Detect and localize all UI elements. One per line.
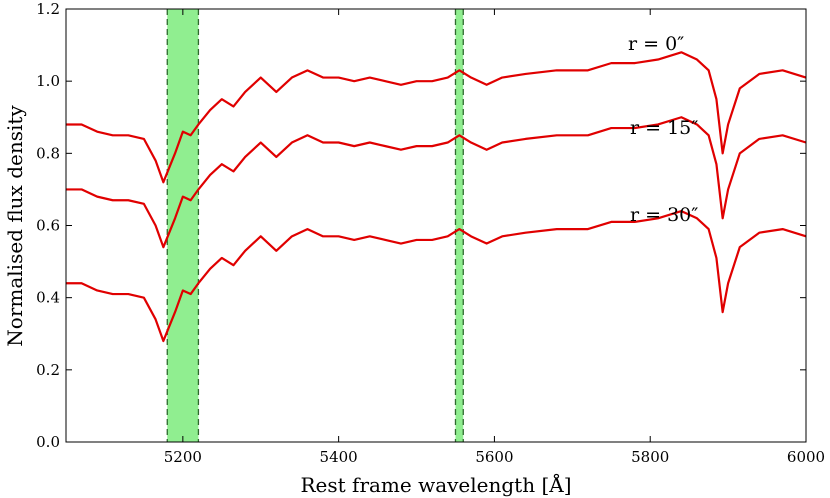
y-tick-label: 0.4 (36, 289, 60, 307)
model-line-0 (66, 51, 807, 184)
shaded-band-1 (455, 9, 464, 442)
y-axis-ticks: 0.0 0.2 0.4 0.6 0.8 1.0 1.2 (36, 0, 806, 451)
annotation-r15: r = 15″ (630, 117, 698, 139)
y-tick-label: 0.8 (36, 144, 60, 162)
y-tick-label: 0.6 (36, 217, 60, 235)
x-tick-label: 5400 (320, 448, 358, 466)
y-axis-title: Normalised flux density (3, 105, 27, 347)
y-tick-label: 1.2 (36, 0, 60, 18)
x-axis-ticks: 5200 5400 5600 5800 6000 (164, 9, 825, 466)
spectrum-lines (66, 51, 807, 343)
x-axis-title: Rest frame wavelength [Å] (300, 472, 571, 497)
y-tick-label: 0.0 (36, 433, 60, 451)
y-tick-label: 0.2 (36, 361, 60, 379)
annotation-r0: r = 0″ (628, 33, 684, 55)
x-tick-label: 6000 (787, 448, 825, 466)
y-tick-label: 1.0 (36, 72, 60, 90)
x-tick-label: 5800 (631, 448, 669, 466)
annotation-r30: r = 30″ (630, 204, 698, 226)
x-tick-label: 5200 (164, 448, 202, 466)
x-tick-label: 5600 (475, 448, 513, 466)
model-line-2 (66, 209, 807, 343)
model-line-1 (66, 116, 807, 249)
